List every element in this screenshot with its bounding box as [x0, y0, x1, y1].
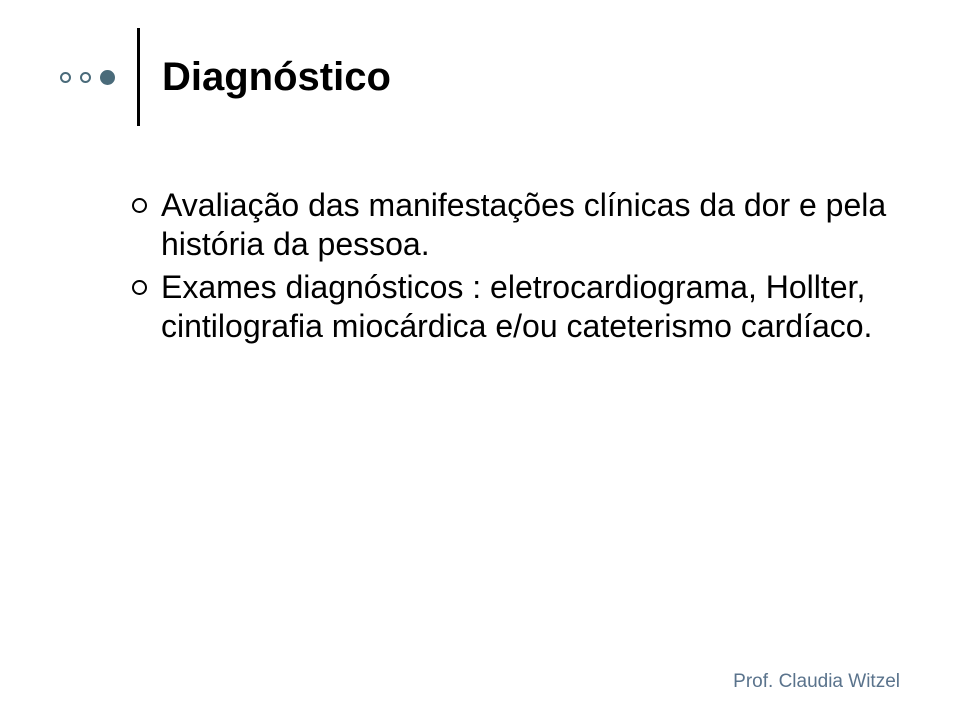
bullet-circle-icon [132, 198, 147, 213]
bullet-dot-icon [100, 70, 115, 85]
slide-content: Avaliação das manifestações clínicas da … [60, 186, 900, 346]
list-item-text: Avaliação das manifestações clínicas da … [161, 186, 900, 264]
slide-title: Diagnóstico [162, 55, 391, 100]
bullet-dot-icon [60, 72, 71, 83]
list-item: Avaliação das manifestações clínicas da … [132, 186, 900, 264]
slide: Diagnóstico Avaliação das manifestações … [0, 0, 960, 717]
slide-header: Diagnóstico [60, 28, 900, 126]
decorative-dots [60, 70, 115, 85]
list-item: Exames diagnósticos : eletrocardiograma,… [132, 268, 900, 346]
header-divider [137, 28, 140, 126]
list-item-text: Exames diagnósticos : eletrocardiograma,… [161, 268, 900, 346]
bullet-circle-icon [132, 280, 147, 295]
footer-author: Claudia Witzel [779, 671, 900, 692]
slide-footer: Prof. Claudia Witzel [733, 671, 900, 693]
footer-prefix: Prof. [733, 671, 778, 692]
bullet-dot-icon [80, 72, 91, 83]
